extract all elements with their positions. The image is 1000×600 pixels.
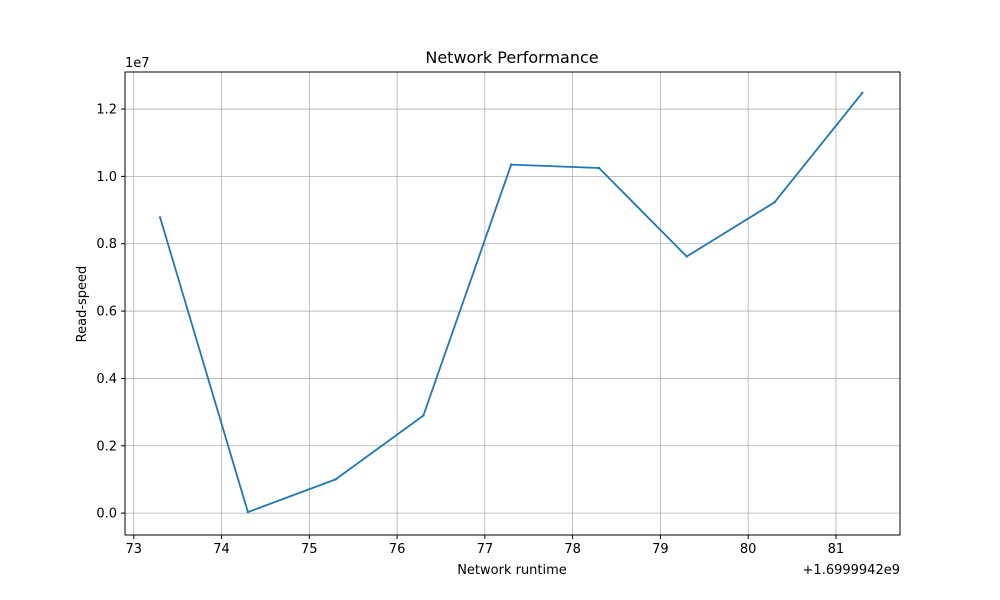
chart-title: Network Performance <box>425 48 598 67</box>
y-axis-label: Read-speed <box>75 266 90 343</box>
x-tick-label: 78 <box>564 542 581 557</box>
data-point <box>685 255 688 258</box>
y-tick-label: 1.2 <box>96 103 117 118</box>
data-point <box>773 201 776 204</box>
data-point <box>422 414 425 417</box>
y-axis-ticks: 0.0 0.2 0.4 0.6 0.8 1.0 1.2 <box>96 103 125 522</box>
x-axis-offset-text: +1.6999942e9 <box>803 563 900 578</box>
data-point <box>158 216 162 219</box>
y-tick-label: 0.6 <box>96 305 117 320</box>
data-point <box>509 163 513 166</box>
x-tick-label: 75 <box>301 542 318 557</box>
series-layer <box>158 91 864 514</box>
y-tick-label: 0.2 <box>96 439 117 454</box>
data-point <box>597 166 601 170</box>
x-tick-label: 76 <box>389 542 406 557</box>
x-axis-label: Network runtime <box>457 563 567 578</box>
y-axis-scale-text: 1e7 <box>125 56 150 71</box>
y-tick-label: 0.8 <box>96 237 117 252</box>
plot-frame <box>124 71 901 536</box>
y-tick-label: 1.0 <box>96 170 117 185</box>
y-tick-label: 0.0 <box>96 507 117 522</box>
x-tick-label: 77 <box>477 542 494 557</box>
x-tick-label: 73 <box>126 542 143 557</box>
x-tick-label: 79 <box>652 542 669 557</box>
x-tick-label: 74 <box>213 542 230 557</box>
x-tick-label: 80 <box>740 542 757 557</box>
x-tick-label: 81 <box>828 542 845 557</box>
grid-lines <box>125 72 900 535</box>
x-axis-ticks: 73 74 75 76 77 78 79 80 81 <box>126 535 845 557</box>
y-tick-label: 0.4 <box>96 372 117 387</box>
data-point <box>246 510 250 514</box>
data-point <box>861 91 864 95</box>
data-point <box>334 478 337 481</box>
